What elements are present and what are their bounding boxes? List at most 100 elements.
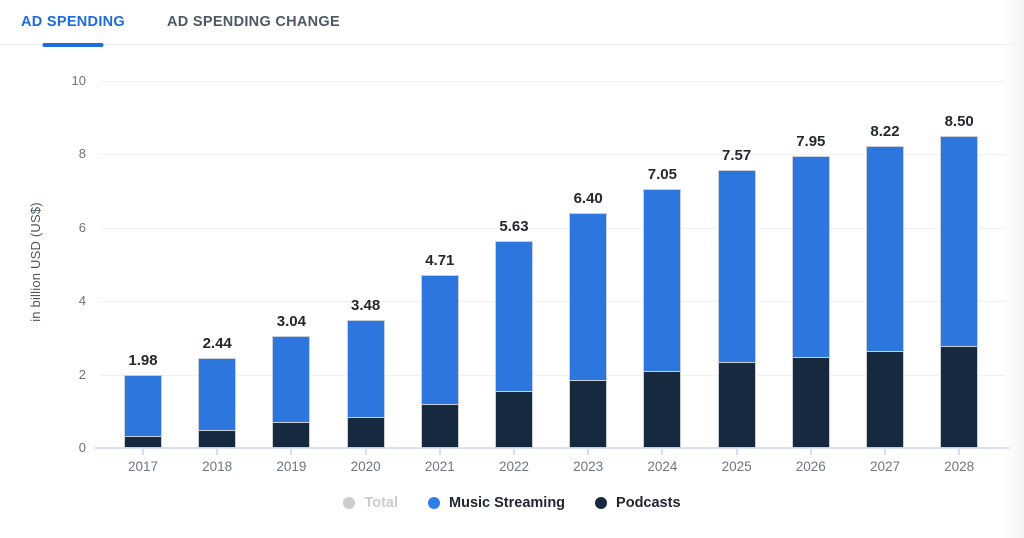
bar-segment-podcasts[interactable] bbox=[420, 403, 459, 448]
bar-total-label: 7.57 bbox=[721, 147, 752, 165]
tab-ad-spending-change[interactable]: AD SPENDING CHANGE bbox=[167, 0, 340, 45]
legend-dot-icon bbox=[595, 497, 608, 509]
gridline bbox=[100, 301, 1005, 303]
gridline bbox=[100, 154, 1005, 156]
legend-dot-icon bbox=[343, 497, 356, 509]
tab-ad-spending-label: AD SPENDING bbox=[21, 14, 126, 30]
bar-segment-podcasts[interactable] bbox=[866, 351, 904, 448]
bar-total-label: 7.05 bbox=[647, 166, 677, 184]
bar-2018[interactable] bbox=[198, 358, 237, 448]
bar-segment-podcasts[interactable] bbox=[495, 390, 533, 448]
bar-segment-podcasts[interactable] bbox=[346, 416, 385, 448]
bar-2022[interactable] bbox=[495, 241, 533, 448]
x-axis-category-label: 2026 bbox=[795, 459, 826, 474]
y-axis-tick-label: 4 bbox=[78, 293, 86, 309]
bar-segment-podcasts[interactable] bbox=[124, 435, 162, 448]
y-axis-tick-label: 6 bbox=[78, 219, 86, 235]
tab-bar: AD SPENDING AD SPENDING CHANGE bbox=[0, 0, 1024, 47]
x-axis-tick bbox=[958, 449, 961, 455]
x-axis-tick bbox=[290, 449, 293, 455]
gridline bbox=[100, 227, 1005, 229]
bar-2023[interactable] bbox=[569, 213, 608, 448]
bar-segment-podcasts[interactable] bbox=[643, 370, 682, 448]
x-axis-category-label: 2017 bbox=[127, 459, 159, 474]
bar-segment-music-streaming[interactable] bbox=[940, 136, 979, 346]
bar-2025[interactable] bbox=[717, 170, 756, 448]
bar-2026[interactable] bbox=[791, 156, 830, 448]
legend-item-label: Podcasts bbox=[616, 495, 681, 511]
x-axis-tick bbox=[587, 449, 590, 455]
tab-ad-spending[interactable]: AD SPENDING bbox=[21, 0, 126, 47]
bar-segment-music-streaming[interactable] bbox=[420, 275, 459, 404]
bar-2019[interactable] bbox=[272, 336, 311, 448]
x-axis-tick bbox=[142, 449, 144, 455]
stacked-bar-chart: in billion USD (US$) 0 2 4 6 8 10 1.98 2017 2.44… bbox=[0, 45, 1024, 538]
bar-segment-music-streaming[interactable] bbox=[643, 189, 682, 371]
tab-ad-spending-change-label: AD SPENDING CHANGE bbox=[167, 14, 340, 30]
x-axis-tick bbox=[216, 449, 219, 455]
bar-segment-music-streaming[interactable] bbox=[198, 358, 237, 431]
legend-dot-icon bbox=[428, 497, 441, 509]
bar-segment-music-streaming[interactable] bbox=[717, 170, 756, 363]
active-tab-underline bbox=[42, 42, 104, 47]
bar-total-label: 3.48 bbox=[350, 297, 381, 315]
bar-total-label: 7.95 bbox=[796, 133, 826, 151]
y-axis-tick-label: 0 bbox=[78, 440, 86, 455]
x-axis-tick bbox=[364, 449, 367, 455]
x-axis-line bbox=[94, 447, 1010, 449]
bar-segment-music-streaming[interactable] bbox=[866, 146, 904, 352]
x-axis-category-label: 2028 bbox=[944, 459, 975, 474]
bar-2021[interactable] bbox=[420, 275, 459, 448]
bar-segment-podcasts[interactable] bbox=[717, 362, 756, 448]
bar-total-label: 8.22 bbox=[870, 123, 900, 141]
bar-segment-podcasts[interactable] bbox=[940, 345, 979, 448]
gridline bbox=[100, 81, 1005, 82]
bar-total-label: 6.40 bbox=[573, 190, 603, 208]
bar-segment-music-streaming[interactable] bbox=[495, 241, 533, 391]
bar-total-label: 3.04 bbox=[276, 313, 306, 331]
x-axis-category-label: 2018 bbox=[202, 459, 233, 474]
bar-2024[interactable] bbox=[643, 189, 682, 448]
bar-total-label: 5.63 bbox=[499, 218, 529, 236]
x-axis-tick bbox=[661, 449, 664, 455]
x-axis-category-label: 2021 bbox=[424, 459, 455, 474]
bar-2027[interactable] bbox=[866, 146, 904, 448]
legend: Total Music Streaming Podcasts bbox=[0, 492, 1024, 514]
plot-area: 0 2 4 6 8 10 1.98 2017 2.44 2018 3.04 2019 3.48 2020 4… bbox=[72, 73, 1010, 474]
legend-item-podcasts[interactable]: Podcasts bbox=[595, 495, 681, 511]
bar-segment-podcasts[interactable] bbox=[198, 430, 237, 448]
bar-segment-music-streaming[interactable] bbox=[124, 375, 162, 436]
bar-segment-podcasts[interactable] bbox=[569, 379, 608, 448]
x-axis-category-label: 2027 bbox=[869, 459, 901, 474]
x-axis-category-label: 2020 bbox=[350, 459, 381, 474]
gridline bbox=[100, 374, 1005, 376]
x-axis-category-label: 2023 bbox=[573, 459, 604, 474]
y-axis-title: in billion USD (US$) bbox=[28, 202, 43, 322]
bar-segment-music-streaming[interactable] bbox=[346, 320, 385, 417]
x-axis-tick bbox=[735, 449, 738, 455]
bar-2017[interactable] bbox=[124, 375, 162, 448]
bar-total-label: 2.44 bbox=[202, 335, 232, 353]
x-axis-category-label: 2025 bbox=[721, 459, 752, 474]
bar-total-label: 1.98 bbox=[128, 352, 158, 370]
bar-2020[interactable] bbox=[346, 320, 385, 448]
legend-item-label: Total bbox=[364, 495, 399, 511]
bar-total-label: 4.71 bbox=[425, 252, 455, 270]
bar-2028[interactable] bbox=[940, 136, 979, 448]
legend-item-total[interactable]: Total bbox=[343, 495, 398, 511]
bar-segment-music-streaming[interactable] bbox=[272, 336, 311, 423]
x-axis-tick bbox=[513, 449, 515, 455]
bar-segment-podcasts[interactable] bbox=[272, 422, 311, 448]
bar-segment-music-streaming[interactable] bbox=[791, 156, 830, 357]
bar-segment-podcasts[interactable] bbox=[791, 356, 830, 448]
legend-item-label: Music Streaming bbox=[449, 495, 566, 511]
y-axis-tick-label: 10 bbox=[71, 73, 86, 88]
y-axis-tick-label: 8 bbox=[78, 146, 86, 162]
x-axis-tick bbox=[438, 449, 441, 455]
x-axis-tick bbox=[884, 449, 886, 455]
legend-item-music-streaming[interactable]: Music Streaming bbox=[428, 495, 565, 511]
x-axis-tick bbox=[809, 449, 812, 455]
bar-segment-music-streaming[interactable] bbox=[569, 213, 608, 380]
x-axis-category-label: 2024 bbox=[647, 459, 678, 474]
